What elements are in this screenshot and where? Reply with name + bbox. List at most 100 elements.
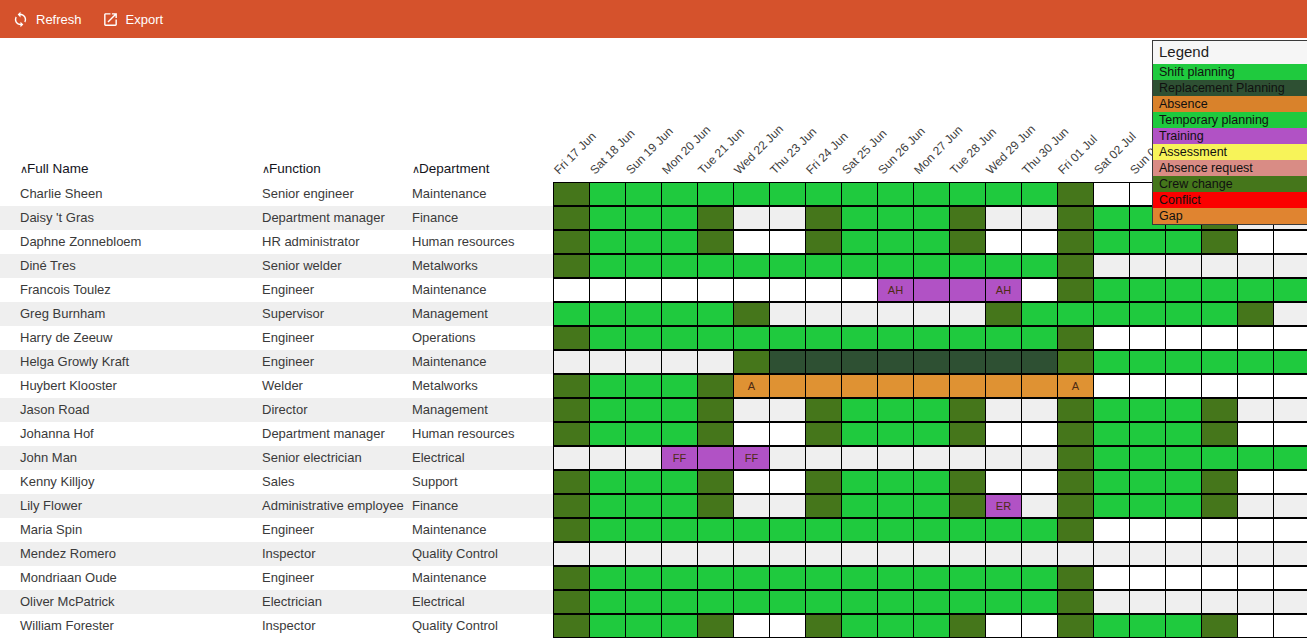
schedule-cell[interactable] [1237,374,1274,398]
schedule-cell[interactable] [1165,518,1202,542]
schedule-cell[interactable] [697,206,734,230]
schedule-cell[interactable] [661,302,698,326]
schedule-cell[interactable] [769,494,806,518]
schedule-cell[interactable] [913,230,950,254]
schedule-cell[interactable] [1273,542,1307,566]
schedule-cell[interactable] [805,350,842,374]
schedule-cell[interactable] [985,542,1022,566]
schedule-cell[interactable] [877,230,914,254]
schedule-cell[interactable] [1057,398,1094,422]
schedule-cell[interactable] [697,302,734,326]
schedule-cell[interactable] [1057,254,1094,278]
schedule-cell[interactable] [1057,494,1094,518]
schedule-cell[interactable] [985,230,1022,254]
schedule-cell[interactable] [877,518,914,542]
schedule-cell[interactable] [1129,302,1166,326]
schedule-cell[interactable] [841,470,878,494]
schedule-cell[interactable] [1093,374,1130,398]
schedule-cell[interactable] [1021,302,1058,326]
schedule-cell[interactable] [1129,254,1166,278]
schedule-cell[interactable] [913,278,950,302]
schedule-cell[interactable] [1021,254,1058,278]
schedule-cell[interactable] [805,374,842,398]
schedule-cell[interactable] [1273,398,1307,422]
schedule-cell[interactable] [841,590,878,614]
schedule-cell[interactable] [805,230,842,254]
schedule-cell[interactable] [877,566,914,590]
schedule-cell[interactable] [697,614,734,638]
schedule-cell[interactable] [913,398,950,422]
schedule-cell[interactable] [1273,374,1307,398]
schedule-cell[interactable] [1273,254,1307,278]
schedule-cell[interactable] [1129,422,1166,446]
schedule-cell[interactable] [553,182,590,206]
schedule-cell[interactable] [1165,470,1202,494]
schedule-cell[interactable] [949,446,986,470]
schedule-cell[interactable] [985,590,1022,614]
schedule-cell[interactable] [841,230,878,254]
schedule-cell[interactable] [1057,566,1094,590]
schedule-cell[interactable] [877,494,914,518]
schedule-cell[interactable] [949,614,986,638]
schedule-cell[interactable] [985,398,1022,422]
schedule-cell[interactable] [625,374,662,398]
schedule-cell[interactable] [1093,422,1130,446]
schedule-cell[interactable] [589,326,626,350]
schedule-cell[interactable] [769,614,806,638]
schedule-cell[interactable] [805,470,842,494]
schedule-cell[interactable] [1273,278,1307,302]
schedule-cell[interactable] [661,422,698,446]
schedule-cell[interactable]: FF [733,446,770,470]
schedule-cell[interactable] [877,422,914,446]
schedule-cell[interactable]: FF [661,446,698,470]
schedule-cell[interactable] [949,398,986,422]
schedule-cell[interactable]: A [733,374,770,398]
schedule-cell[interactable] [985,374,1022,398]
schedule-cell[interactable] [1057,206,1094,230]
schedule-cell[interactable] [877,590,914,614]
schedule-cell[interactable] [625,614,662,638]
schedule-cell[interactable] [769,446,806,470]
schedule-cell[interactable] [949,350,986,374]
schedule-cell[interactable] [913,374,950,398]
schedule-cell[interactable] [1237,278,1274,302]
schedule-cell[interactable] [1129,614,1166,638]
refresh-button[interactable]: Refresh [12,11,82,28]
schedule-cell[interactable] [1093,206,1130,230]
schedule-cell[interactable] [1129,446,1166,470]
schedule-cell[interactable] [985,302,1022,326]
schedule-cell[interactable] [841,182,878,206]
schedule-cell[interactable] [913,326,950,350]
schedule-cell[interactable] [1273,302,1307,326]
column-header-department[interactable]: ∧Department [412,161,490,176]
schedule-cell[interactable] [1021,182,1058,206]
schedule-cell[interactable] [1021,446,1058,470]
schedule-cell[interactable] [985,182,1022,206]
schedule-cell[interactable] [1165,350,1202,374]
schedule-cell[interactable] [1021,278,1058,302]
schedule-cell[interactable] [661,230,698,254]
schedule-cell[interactable] [553,326,590,350]
schedule-cell[interactable] [805,614,842,638]
schedule-cell[interactable] [1021,326,1058,350]
schedule-cell[interactable] [841,374,878,398]
schedule-cell[interactable] [1201,302,1238,326]
schedule-cell[interactable] [877,206,914,230]
schedule-cell[interactable] [805,566,842,590]
schedule-cell[interactable] [553,206,590,230]
schedule-cell[interactable]: AH [877,278,914,302]
schedule-cell[interactable] [589,614,626,638]
schedule-cell[interactable] [1273,422,1307,446]
schedule-cell[interactable] [697,350,734,374]
export-button[interactable]: Export [102,11,164,28]
schedule-cell[interactable] [733,470,770,494]
schedule-cell[interactable] [1093,302,1130,326]
schedule-cell[interactable] [877,470,914,494]
schedule-cell[interactable] [1273,326,1307,350]
schedule-cell[interactable] [949,302,986,326]
schedule-cell[interactable] [661,374,698,398]
schedule-cell[interactable] [1057,302,1094,326]
schedule-cell[interactable] [553,590,590,614]
schedule-cell[interactable] [589,590,626,614]
schedule-cell[interactable] [553,302,590,326]
